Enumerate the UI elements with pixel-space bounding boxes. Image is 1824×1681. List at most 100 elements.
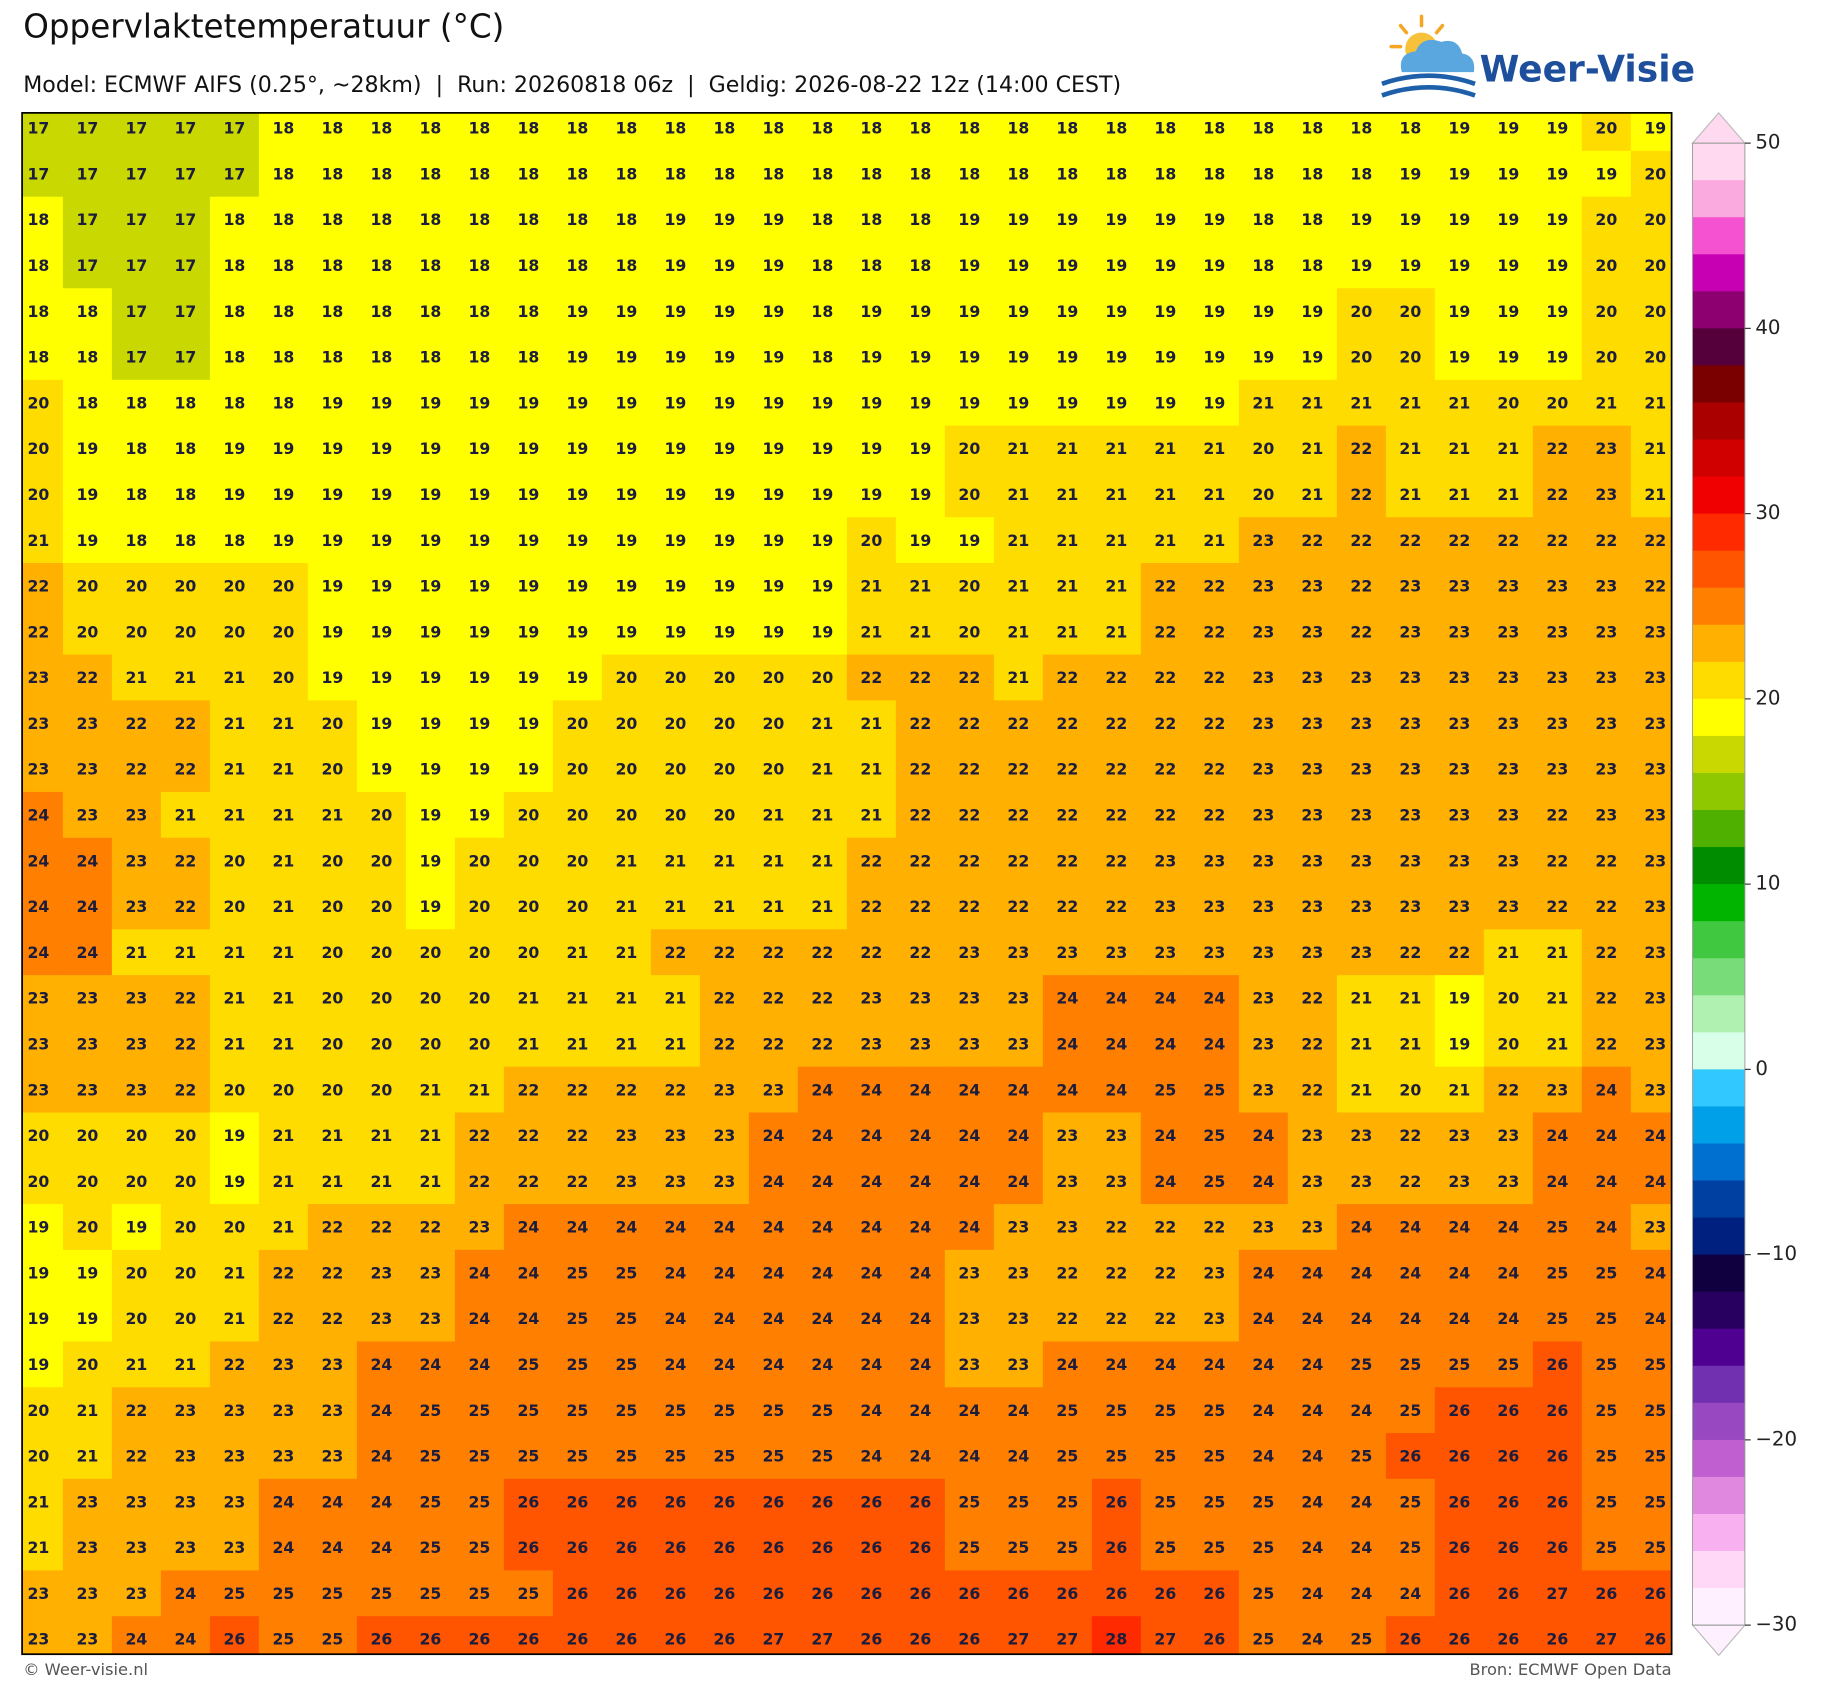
temperature-label: 26	[1497, 1584, 1519, 1603]
temperature-cell	[993, 929, 1044, 976]
temperature-cell	[1042, 517, 1093, 564]
temperature-label: 24	[860, 1080, 882, 1099]
temperature-label: 22	[713, 989, 735, 1008]
temperature-cell	[846, 929, 897, 976]
temperature-label: 23	[1399, 714, 1421, 733]
temperature-label: 18	[860, 119, 882, 138]
temperature-cell	[1140, 1112, 1191, 1159]
temperature-label: 23	[174, 1538, 196, 1557]
temperature-label: 22	[1105, 897, 1127, 916]
temperature-cell	[62, 1524, 113, 1572]
temperature-cell	[601, 654, 652, 702]
temperature-cell	[1434, 379, 1485, 427]
temperature-label: 18	[811, 119, 833, 138]
temperature-cell	[650, 1066, 701, 1114]
temperature-label: 24	[762, 1126, 784, 1145]
temperature-label: 24	[1301, 1401, 1323, 1420]
temperature-label: 23	[76, 1034, 98, 1053]
temperature-cell	[895, 700, 946, 747]
temperature-cell	[454, 1066, 505, 1114]
temperature-cell	[1336, 837, 1387, 885]
temperature-cell	[993, 1433, 1044, 1480]
temperature-label: 19	[125, 1218, 147, 1237]
temperature-label: 24	[272, 1492, 294, 1511]
temperature-cell	[258, 1616, 309, 1655]
temperature-label: 20	[370, 1034, 392, 1053]
temperature-cell	[111, 1341, 162, 1388]
temperature-cell	[307, 288, 358, 335]
temperature-cell	[258, 929, 309, 976]
temperature-cell	[62, 1616, 113, 1655]
temperature-cell	[22, 1204, 64, 1251]
temperature-label: 21	[76, 1401, 98, 1420]
temperature-label: 22	[1105, 668, 1127, 687]
temperature-label: 20	[713, 668, 735, 687]
temperature-cell	[1385, 1066, 1436, 1114]
temperature-cell	[1287, 1570, 1338, 1617]
temperature-cell	[307, 242, 358, 289]
temperature-label: 17	[174, 164, 196, 183]
temperature-label: 22	[174, 897, 196, 916]
temperature-cell	[160, 196, 211, 244]
temperature-cell	[1287, 425, 1338, 473]
temperature-cell	[503, 837, 554, 885]
colorbar-bin	[1692, 1588, 1745, 1626]
temperature-label: 19	[1497, 256, 1519, 275]
temperature-label: 25	[1497, 1355, 1519, 1374]
temperature-cell	[1434, 837, 1485, 885]
temperature-cell	[552, 517, 603, 564]
temperature-label: 23	[1301, 760, 1323, 779]
temperature-label: 26	[1056, 1584, 1078, 1603]
temperature-label: 24	[1399, 1218, 1421, 1237]
temperature-cell	[552, 334, 603, 381]
temperature-cell	[1385, 517, 1436, 564]
temperature-label: 18	[517, 256, 539, 275]
temperature-cell	[356, 1387, 407, 1434]
temperature-label: 23	[125, 1080, 147, 1099]
temperature-label: 20	[272, 1080, 294, 1099]
temperature-cell	[1532, 471, 1583, 518]
temperature-cell	[209, 563, 260, 610]
temperature-label: 24	[1056, 989, 1078, 1008]
temperature-cell	[1434, 563, 1485, 610]
temperature-label: 23	[1399, 577, 1421, 596]
temperature-cell	[1581, 196, 1632, 244]
temperature-cell	[1189, 1524, 1240, 1572]
temperature-label: 24	[1007, 1401, 1029, 1420]
temperature-label: 18	[321, 164, 343, 183]
temperature-cell	[160, 1295, 211, 1343]
temperature-cell	[503, 471, 554, 518]
temperature-cell	[307, 837, 358, 885]
temperature-label: 20	[958, 439, 980, 458]
temperature-label: 19	[713, 485, 735, 504]
temperature-label: 21	[174, 943, 196, 962]
temperature-cell	[993, 1020, 1044, 1068]
temperature-cell	[1630, 1112, 1673, 1159]
temperature-label: 18	[272, 393, 294, 412]
temperature-cell	[503, 288, 554, 335]
temperature-label: 23	[1252, 851, 1274, 870]
temperature-cell	[993, 517, 1044, 564]
temperature-cell	[503, 1204, 554, 1251]
temperature-cell	[22, 1616, 64, 1655]
temperature-label: 22	[909, 760, 931, 779]
temperature-cell	[1140, 517, 1191, 564]
temperature-cell	[846, 334, 897, 381]
temperature-cell	[307, 563, 358, 610]
temperature-cell	[993, 700, 1044, 747]
temperature-cell	[601, 1524, 652, 1572]
temperature-cell	[748, 1020, 799, 1068]
temperature-label: 21	[1399, 485, 1421, 504]
temperature-cell	[993, 1341, 1044, 1388]
temperature-label: 20	[223, 577, 245, 596]
temperature-cell	[1287, 837, 1338, 885]
temperature-label: 23	[1007, 1355, 1029, 1374]
colorbar-bin	[1692, 661, 1745, 700]
temperature-label: 24	[1350, 1263, 1372, 1282]
temperature-cell	[601, 1066, 652, 1114]
temperature-cell	[699, 975, 750, 1022]
temperature-cell	[601, 1478, 652, 1526]
temperature-cell	[846, 196, 897, 244]
temperature-label: 18	[811, 164, 833, 183]
temperature-cell	[846, 150, 897, 198]
